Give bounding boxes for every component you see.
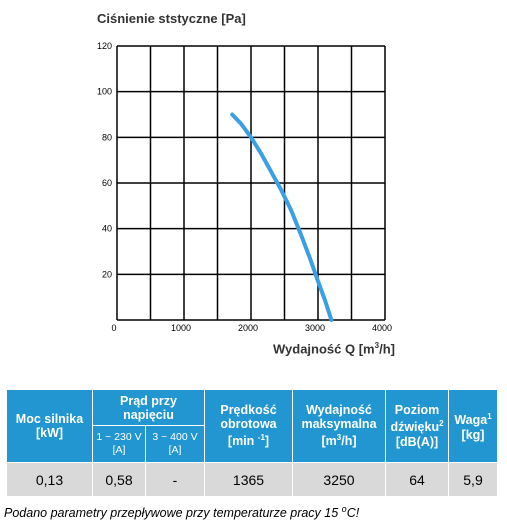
header-moc: Moc silnika [kW] xyxy=(6,389,93,463)
table-row: 0,13 0,58 - 1365 3250 64 5,9 xyxy=(6,462,498,497)
cell-moc: 0,13 xyxy=(6,462,93,497)
header-prad-400: 3 ~ 400 V [A] xyxy=(145,425,205,463)
chart-plot: 0 1000 2000 3000 4000 20 40 60 80 100 120 xyxy=(97,41,392,333)
y-tick-label: 100 xyxy=(97,87,112,97)
spec-table: Moc silnika [kW] Prąd przy napięciu Prędko… xyxy=(6,389,498,497)
chart-title: Ciśnienie ststyczne [Pa] xyxy=(97,11,246,26)
cell-waga: 5,9 xyxy=(448,462,498,497)
x-tick-label: 4000 xyxy=(372,323,392,333)
header-prad-230: 1 ~ 230 V [A] xyxy=(92,425,146,463)
y-tick-label: 80 xyxy=(102,132,112,142)
header-predkosc: Prędkość obrotowa [min -1] xyxy=(204,389,293,463)
cell-prad-230: 0,58 xyxy=(92,462,146,497)
cell-predkosc: 1365 xyxy=(204,462,293,497)
x-tick-label: 3000 xyxy=(305,323,325,333)
y-tick-label: 20 xyxy=(102,269,112,279)
header-waga: Waga1 [kg] xyxy=(448,389,498,463)
x-tick-label: 1000 xyxy=(171,323,191,333)
series-line xyxy=(230,112,334,322)
cell-wydajnosc: 3250 xyxy=(292,462,386,497)
header-poziom: Poziom dźwięku2 [dB(A)] xyxy=(385,389,449,463)
y-tick-label: 40 xyxy=(102,224,112,234)
header-prad: Prąd przy napięciu xyxy=(92,389,205,426)
y-tick-label: 60 xyxy=(102,178,112,188)
x-tick-label: 0 xyxy=(111,323,116,333)
cell-poziom: 64 xyxy=(385,462,449,497)
x-tick-label: 2000 xyxy=(238,323,258,333)
y-tick-label: 120 xyxy=(97,41,112,51)
header-wydajnosc: Wydajność maksymalna [m3/h] xyxy=(292,389,386,463)
cell-prad-400: - xyxy=(145,462,205,497)
x-axis-label: Wydajność Q [m3/h] xyxy=(273,341,395,357)
footnote: Podano parametry przepływowe przy temper… xyxy=(4,504,360,521)
